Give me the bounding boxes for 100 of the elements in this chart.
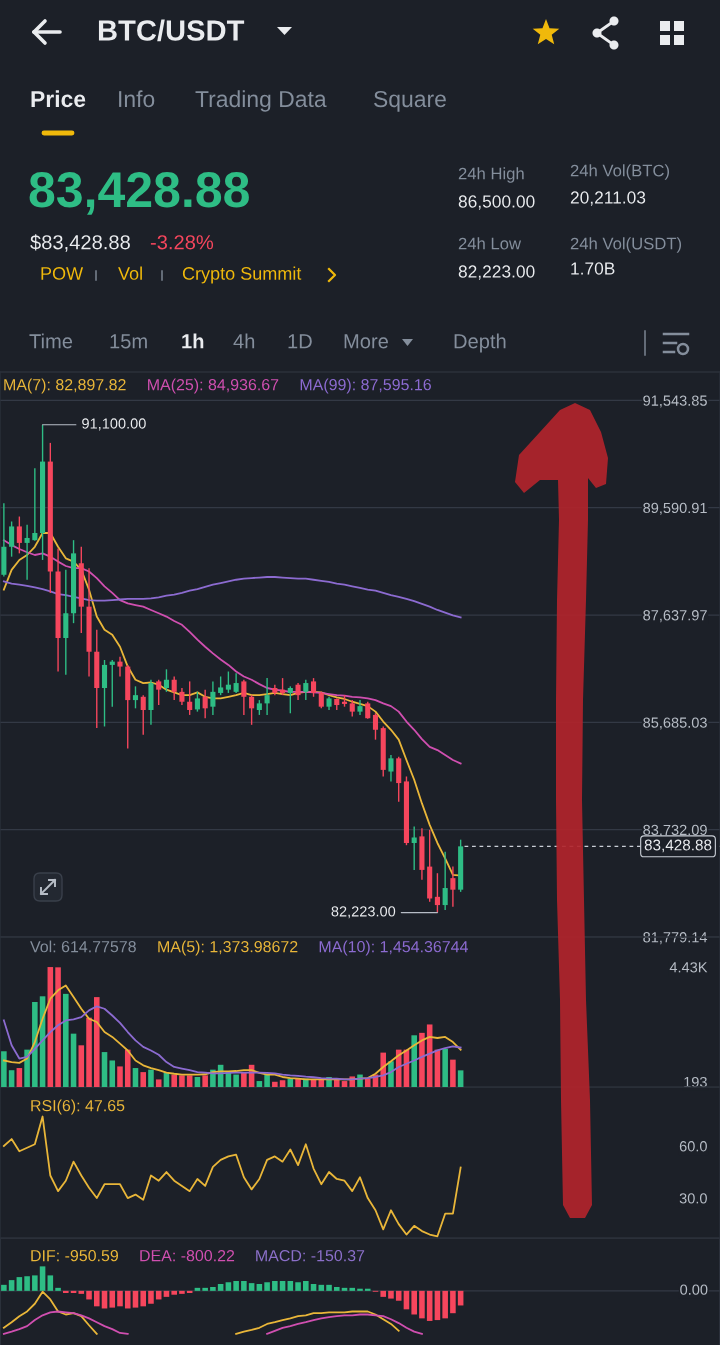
candlestick <box>310 677 317 698</box>
text: 1h <box>182 333 204 349</box>
text: -3.28% <box>150 235 214 250</box>
candlestick <box>187 680 193 716</box>
text: MA(10): 1,454.36744 <box>319 940 468 956</box>
text: 82,223.00 <box>458 265 535 280</box>
bar <box>225 1282 232 1291</box>
candlestick <box>101 659 108 728</box>
bar <box>1 1284 7 1291</box>
bar <box>202 1075 208 1087</box>
bar <box>132 1068 139 1087</box>
candlestick <box>163 668 170 693</box>
bar <box>364 1288 371 1291</box>
bar <box>93 997 100 1087</box>
bar <box>179 1075 185 1087</box>
text: DEA: -800.22 <box>140 1249 235 1262</box>
text: MA(7): 82,897.82 <box>4 378 126 394</box>
bar <box>132 1290 139 1308</box>
text: 24h Vol(BTC) <box>570 164 670 180</box>
bar <box>210 1286 216 1291</box>
bar <box>303 1280 309 1291</box>
text: 86,500.00 <box>458 195 535 210</box>
bar <box>101 1052 108 1087</box>
candlestick <box>194 691 200 713</box>
bar <box>63 1290 69 1293</box>
y-tick-label: 81,779.14 <box>643 932 708 945</box>
candlestick <box>442 851 448 911</box>
text: 4h <box>233 333 255 349</box>
candlestick <box>249 694 255 726</box>
bar <box>16 1277 23 1291</box>
candlestick <box>117 655 123 678</box>
bar <box>241 1280 247 1291</box>
text: POW <box>41 267 84 280</box>
y-tick-label: 60.0 <box>679 1141 707 1152</box>
bar <box>148 1069 154 1087</box>
line-series <box>2 1005 462 1081</box>
bar <box>32 1001 38 1087</box>
bar <box>78 1045 85 1087</box>
bar <box>171 1074 177 1087</box>
text: Crypto Summit <box>182 266 302 284</box>
bar <box>248 1283 255 1291</box>
bar <box>140 1072 147 1087</box>
bar <box>8 1280 15 1291</box>
text: 83,428.88 <box>29 172 249 215</box>
line-series <box>2 1115 462 1238</box>
bar <box>450 1059 456 1087</box>
bar <box>295 1282 301 1291</box>
annotation: Vol: 614.77578 <box>30 940 136 953</box>
candlestick <box>225 670 231 694</box>
bar <box>411 1035 417 1087</box>
bar <box>272 1081 278 1087</box>
bar <box>171 1290 177 1295</box>
bar <box>155 1079 162 1087</box>
bar <box>86 1017 92 1087</box>
bar <box>186 1075 193 1087</box>
bar <box>217 1283 224 1291</box>
bar <box>63 993 69 1087</box>
bar <box>264 1073 270 1087</box>
bar <box>457 1070 464 1087</box>
y-tick-label: 85,685.03 <box>643 717 707 730</box>
bar <box>442 1048 448 1087</box>
text: $83,428.88 <box>30 234 130 252</box>
y-tick-label: 89,590.91 <box>643 502 707 515</box>
bar <box>357 1288 363 1291</box>
candlestick <box>434 872 440 914</box>
candlestick <box>218 675 224 696</box>
bar <box>55 967 61 1087</box>
candlestick <box>16 515 22 555</box>
text: MA(99): 87,595.16 <box>300 378 431 394</box>
annotation: 82,223.00 <box>331 906 396 919</box>
bar <box>140 1290 147 1307</box>
text: More <box>344 334 388 349</box>
bar <box>264 1282 270 1291</box>
bar <box>124 1290 131 1309</box>
y-tick-label: 87,637.97 <box>643 610 707 623</box>
bar <box>256 1081 263 1087</box>
candlestick <box>32 467 38 542</box>
y-tick-label: 4.43K <box>669 962 708 973</box>
bar <box>287 1280 294 1291</box>
text: 1.70B <box>571 262 615 275</box>
text: Info <box>119 90 155 108</box>
text: 24h High <box>458 167 524 183</box>
text: 24h Low <box>458 237 522 250</box>
bar <box>202 1287 208 1291</box>
text: Vol <box>118 266 142 280</box>
bar <box>39 1266 46 1291</box>
y-tick-label: 91,543.85 <box>643 395 707 408</box>
line-series <box>2 984 462 1081</box>
bar <box>295 1078 301 1087</box>
bar <box>380 1290 387 1297</box>
text: Square <box>374 90 446 112</box>
bar <box>419 1032 425 1087</box>
text: Trading Data <box>195 90 327 112</box>
text: MACD: -150.37 <box>256 1249 365 1262</box>
bar <box>24 1276 30 1291</box>
bar <box>272 1280 278 1291</box>
candlestick <box>241 679 247 716</box>
text: MA(25): 84,936.67 <box>148 378 279 394</box>
bar <box>411 1290 417 1315</box>
text: Time <box>29 333 73 349</box>
